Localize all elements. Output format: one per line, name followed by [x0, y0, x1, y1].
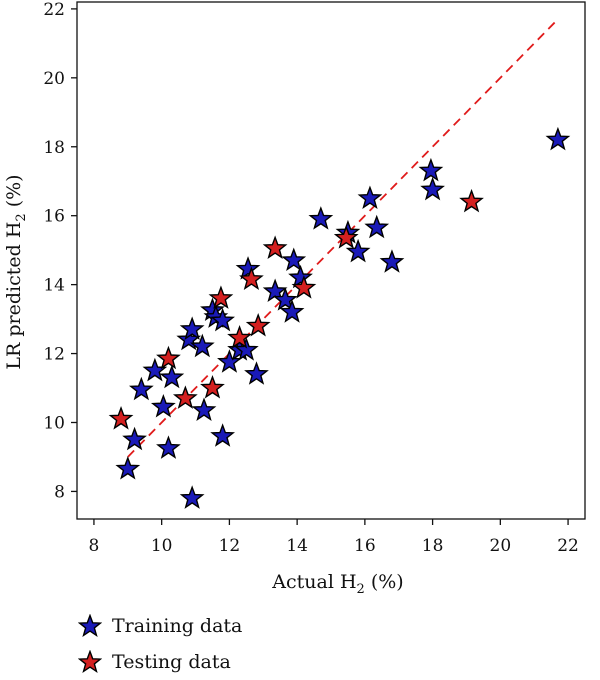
training-data-point: [308, 206, 334, 230]
training-data-point: [122, 426, 147, 451]
training-data-point: [281, 247, 307, 272]
training-data-point: [357, 185, 383, 209]
y-tick-label: 18: [43, 138, 65, 158]
training-data-point: [115, 456, 141, 480]
plot-frame: [76, 1, 586, 520]
legend-item-testing: Testing data: [78, 644, 242, 680]
scatter-chart: 8 10 12 14 16 18 20 22 8 10 12 14 16 18 20 22 Actual H2…: [3, 0, 586, 597]
training-data-point: [210, 423, 236, 447]
training-data-point: [279, 299, 305, 323]
training-data-point: [159, 364, 185, 389]
legend-label-training: Training data: [112, 615, 243, 637]
legend-item-training: Training data: [78, 608, 242, 644]
training-data-point: [288, 264, 313, 289]
testing-data-point: [245, 312, 271, 337]
testing-data-point: [172, 385, 198, 409]
training-data-point: [233, 337, 259, 361]
testing-data-point: [459, 188, 484, 213]
blue-star-icon: [78, 614, 102, 638]
training-data-point: [128, 376, 154, 401]
training-data-point: [179, 316, 205, 340]
y-tick-label: 12: [43, 345, 65, 365]
x-tick-label: 18: [422, 536, 444, 556]
training-data-point: [418, 157, 444, 182]
y-tick-label: 10: [43, 413, 65, 433]
y-tick-label: 14: [43, 276, 65, 296]
training-data-point: [210, 307, 236, 332]
y-tick-label: 16: [43, 207, 65, 227]
legend: Training data Testing data: [78, 608, 242, 680]
testing-data-point: [156, 345, 181, 370]
testing-data-point: [227, 325, 252, 349]
x-axis-title: Actual H2 (%): [271, 571, 403, 597]
y-axis-title: LR predicted H2 (%): [3, 174, 29, 369]
x-tick-label: 22: [557, 536, 579, 556]
testing-data-point: [239, 266, 264, 290]
testing-data-point: [200, 375, 225, 399]
training-data-point: [150, 393, 176, 418]
testing-data-point: [291, 275, 317, 299]
y-tick-label: 8: [54, 482, 65, 502]
y-tick-label: 20: [43, 69, 65, 89]
red-star-icon: [78, 650, 102, 674]
training-data-point: [364, 214, 390, 239]
testing-data-point: [262, 235, 288, 259]
training-data-point: [379, 249, 405, 273]
training-data-point: [191, 397, 217, 421]
testing-data-point: [208, 285, 234, 309]
training-data-point: [189, 333, 215, 358]
x-tick-label: 20: [490, 536, 512, 556]
training-data-point: [142, 357, 168, 382]
testing-data-point: [333, 225, 359, 249]
x-tick-label: 8: [89, 536, 100, 556]
x-tick-label: 12: [219, 536, 241, 556]
training-data-point: [217, 349, 242, 373]
training-data-point: [545, 126, 571, 151]
x-tick-label: 10: [151, 536, 173, 556]
training-data-point: [179, 485, 205, 509]
training-data-point: [420, 176, 445, 201]
training-data-point: [345, 238, 371, 263]
y-tick-label: 22: [43, 0, 65, 20]
training-data-point: [235, 256, 261, 280]
x-tick-label: 16: [354, 536, 376, 556]
training-data-point: [244, 361, 269, 385]
x-tick-label: 14: [286, 536, 308, 556]
training-data-point: [156, 435, 181, 459]
testing-data-point: [108, 406, 134, 430]
legend-label-testing: Testing data: [112, 651, 231, 673]
training-data-point: [272, 287, 298, 311]
